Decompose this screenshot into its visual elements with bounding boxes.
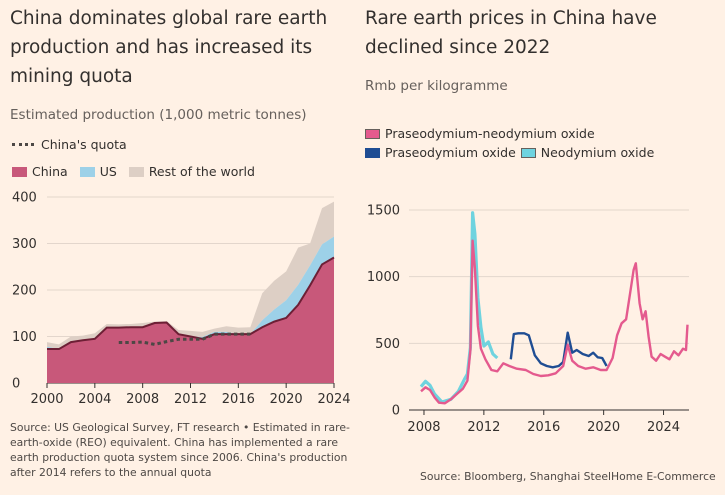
- ndo-legend-swatch: [520, 147, 536, 158]
- oxide-legend: Praseodymium oxide Neodymium oxide: [365, 145, 654, 160]
- x-tick-label: 2004: [78, 392, 111, 407]
- y-tick-label: 100: [12, 330, 37, 345]
- x-tick-label: 2016: [222, 392, 255, 407]
- y-tick-label: 1000: [367, 270, 400, 285]
- y-tick-label: 0: [12, 377, 20, 392]
- x-tick-label: 2008: [126, 392, 159, 407]
- x-tick-label: 2008: [407, 420, 440, 435]
- prndo-legend-swatch: [365, 128, 380, 139]
- y-tick-label: 200: [12, 284, 37, 299]
- y-tick-label: 500: [375, 337, 400, 352]
- china-legend-swatch: [12, 166, 27, 177]
- line-neodymium-oxide: [419, 211, 499, 404]
- ndo-legend-label: Neodymium oxide: [540, 145, 655, 160]
- x-tick-label: 2024: [317, 392, 350, 407]
- source-line-1: Source: US Geological Survey, FT researc…: [10, 421, 350, 434]
- prndo-legend-label: Praseodymium-neodymium oxide: [385, 126, 595, 141]
- x-tick-label: 2020: [587, 420, 620, 435]
- line-praseodymium-neodymium-oxide: [420, 239, 689, 405]
- quota-legend-label: China's quota: [41, 137, 127, 152]
- prices-title: Rare earth prices in China have declined…: [365, 4, 657, 62]
- quota-line: [118, 332, 251, 346]
- x-tick-label: 2012: [174, 392, 207, 407]
- y-tick-label: 300: [12, 237, 37, 252]
- production-legend-quota: China's quota: [12, 137, 127, 152]
- pro-legend-swatch: [365, 147, 380, 158]
- line-praseodymium-oxide: [509, 331, 608, 369]
- prndo-legend: Praseodymium-neodymium oxide: [365, 126, 595, 141]
- area-us: [47, 236, 334, 350]
- production-chart: 0 100 200 300 400 2000 2004 2008 2012 2016 2020 202…: [12, 191, 351, 408]
- production-subtitle: Estimated production (1,000 metric tonne…: [10, 107, 307, 123]
- x-tick-label: 2012: [467, 420, 500, 435]
- production-panel: China dominates global rare earth produc…: [0, 0, 360, 495]
- prices-subtitle: Rmb per kilogramme: [365, 78, 508, 94]
- prices-source: Source: Bloomberg, Shanghai SteelHome E-…: [420, 470, 716, 483]
- china-outline: [47, 256, 335, 351]
- y-tick-label: 400: [12, 191, 37, 206]
- us-legend-swatch: [79, 166, 95, 177]
- prices-panel: Rare earth prices in China have declined…: [362, 0, 725, 495]
- source-line-3: earth production quota system since 2006…: [10, 451, 348, 464]
- y-tick-label: 1500: [367, 204, 400, 219]
- us-legend-label: US: [99, 164, 117, 179]
- x-tick-label: 2024: [647, 420, 680, 435]
- area-china: [47, 257, 334, 383]
- production-title-line-3: mining quota: [10, 66, 133, 87]
- x-tick-label: 2016: [527, 420, 560, 435]
- x-tick-label: 2020: [270, 392, 303, 407]
- production-title-line-2: production and has increased its: [10, 37, 313, 58]
- area-rest-of-the-world: [47, 201, 334, 350]
- prices-title-line-2: declined since 2022: [365, 37, 551, 58]
- china-legend-label: China: [32, 164, 68, 179]
- y-tick-label: 0: [392, 404, 400, 419]
- source-line-4: after 2014 refers to the annual quota: [10, 466, 212, 479]
- production-title-line-1: China dominates global rare earth: [10, 8, 328, 29]
- production-source: Source: US Geological Survey, FT researc…: [10, 420, 350, 480]
- production-legend: China US Rest of the world: [12, 164, 255, 179]
- source-line-2: earth-oxide (REO) equivalent. China has …: [10, 436, 338, 449]
- pro-legend-label: Praseodymium oxide: [385, 145, 516, 160]
- rest-legend-swatch: [128, 166, 144, 177]
- quota-legend-swatch: [12, 143, 34, 146]
- prices-title-line-1: Rare earth prices in China have: [365, 8, 657, 29]
- production-title: China dominates global rare earth produc…: [10, 4, 327, 91]
- rest-legend-label: Rest of the world: [148, 164, 255, 179]
- x-tick-label: 2000: [30, 392, 63, 407]
- prices-chart: 0 500 1000 1500 2008 2012 2016 2020 2024: [367, 204, 689, 435]
